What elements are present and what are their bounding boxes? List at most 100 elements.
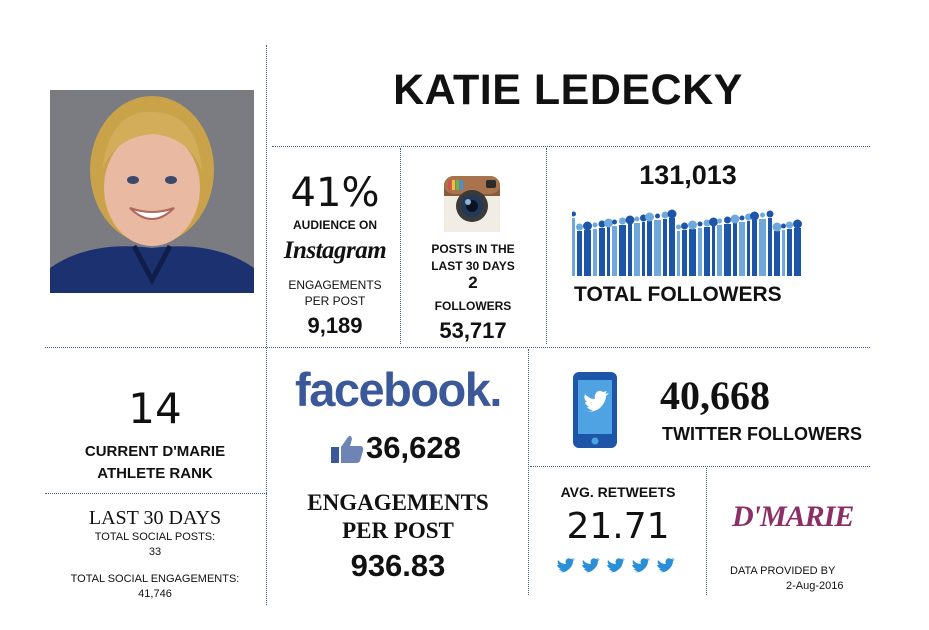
data-date: 2-Aug-2016 — [786, 580, 844, 592]
crowd-head — [571, 211, 576, 217]
rank-value: 14 — [128, 384, 182, 433]
thumbs-up-icon — [330, 434, 364, 464]
retweets-label: AVG. RETWEETS — [560, 484, 676, 500]
instagram-followers-value: 53,717 — [439, 318, 507, 343]
divider-vertical-footer — [706, 468, 707, 595]
crowd-bar — [663, 219, 667, 276]
divider-vertical-instagram — [400, 148, 401, 344]
dmarie-logo: D'MARIE — [732, 500, 854, 533]
facebook-engagements-value: 936.83 — [350, 548, 446, 583]
crowd-head — [688, 220, 697, 230]
facebook-wordmark: facebook. — [295, 363, 502, 416]
crowd-head — [667, 209, 677, 219]
crowd-bar — [677, 231, 680, 276]
instagram-wordmark: Instagram — [283, 237, 387, 264]
crowd-bar — [768, 218, 772, 276]
crowd-bar — [689, 229, 696, 276]
instagram-engagements-value: 9,189 — [307, 313, 363, 338]
twitter-bird-icon-2 — [582, 558, 600, 573]
crowd-bar — [712, 226, 715, 276]
crowd-head — [604, 218, 613, 228]
rank-label-2: ATHLETE RANK — [97, 465, 213, 482]
crowd-head — [619, 217, 626, 225]
twitter-bird-icon-5 — [657, 558, 675, 573]
crowd-bar — [612, 226, 617, 276]
crowd-bar — [787, 229, 792, 276]
crowd-head — [661, 211, 669, 219]
crowd-head — [766, 210, 774, 218]
instagram-engagements-label-1: ENGAGEMENTS — [288, 278, 382, 292]
crowd-head — [612, 219, 617, 225]
instagram-audience-percent: 41% — [290, 170, 380, 216]
crowd-bar — [739, 222, 745, 276]
crowd-bar — [599, 228, 605, 276]
crowd-head — [655, 213, 660, 219]
twitter-bird-icon-1 — [557, 558, 575, 573]
crowd-bar — [669, 218, 675, 276]
crowd-bar — [628, 224, 632, 276]
total-followers-label: TOTAL FOLLOWERS — [574, 283, 782, 306]
crowd-head — [772, 222, 782, 232]
twitter-followers-label: TWITTER FOLLOWERS — [662, 424, 862, 444]
instagram-audience-label: AUDIENCE ON — [292, 218, 377, 232]
crowd-head — [676, 224, 681, 230]
crowd-head — [739, 215, 745, 221]
instagram-posts-label-1: POSTS IN THE — [431, 242, 515, 256]
facebook-engagements-label-1: ENGAGEMENTS — [307, 490, 489, 515]
crowd-head — [760, 212, 765, 218]
crowd-bar — [752, 220, 757, 276]
crowd-head — [592, 222, 598, 228]
crowd-bar — [607, 227, 610, 276]
twitter-followers-value: 40,668 — [660, 373, 770, 418]
twitter-bird-icons — [556, 556, 682, 576]
crowd-head — [750, 211, 759, 221]
instagram-posts-value: 2 — [468, 273, 478, 292]
crowd-bar — [619, 225, 626, 276]
facebook-engagements-label-2: PER POST — [342, 518, 454, 543]
crowd-bar — [593, 229, 597, 276]
divider-middle-row — [45, 347, 870, 348]
crowd-head — [703, 219, 711, 227]
divider-vertical-posts — [546, 148, 547, 344]
crowd-head — [576, 223, 583, 231]
crowd-bar — [717, 225, 722, 276]
divider-top-row — [272, 146, 870, 147]
rank-label-1: CURRENT D'MARIE — [84, 443, 226, 460]
athlete-name: KATIE LEDECKY — [393, 66, 743, 114]
athlete-photo — [50, 90, 254, 293]
crowd-head — [634, 216, 640, 222]
crowd-head — [709, 217, 718, 227]
crowd-bar — [682, 230, 687, 276]
total-followers-value: 131,013 — [639, 160, 737, 190]
crowd-head — [730, 214, 740, 224]
twitter-phone-icon — [570, 370, 620, 450]
crowd-head — [681, 222, 688, 230]
crowd-head — [781, 223, 786, 229]
crowd-head — [625, 215, 635, 225]
last30-posts-label: TOTAL SOCIAL POSTS: — [94, 531, 216, 543]
crowd-bar — [584, 230, 591, 276]
crowd-bar — [642, 222, 645, 276]
instagram-engagements-label-2: PER POST — [304, 294, 366, 308]
data-provided-label: DATA PROVIDED BY — [730, 565, 836, 577]
crowd-bar — [774, 231, 780, 276]
crowd-bar — [577, 231, 582, 276]
crowd-head — [697, 221, 703, 227]
crowd-bar — [654, 220, 661, 276]
crowd-head — [724, 216, 731, 224]
divider-vertical-facebook — [528, 349, 529, 595]
crowd-bar — [782, 230, 785, 276]
retweets-value: 21.71 — [566, 506, 670, 547]
crowd-head — [583, 221, 592, 231]
crowd-bar — [698, 228, 702, 276]
last30-heading: LAST 30 DAYS — [88, 507, 222, 529]
facebook-likes-value: 36,628 — [366, 430, 461, 465]
divider-vertical-main — [266, 45, 267, 605]
crowd-bar — [704, 227, 710, 276]
crowd-bar — [733, 223, 737, 276]
crowd-head — [786, 221, 793, 229]
crowd-bar — [634, 223, 640, 276]
crowd-bar — [759, 219, 766, 276]
last30-engagements-label: TOTAL SOCIAL ENGAGEMENTS: — [70, 573, 240, 585]
twitter-bird-icon-4 — [632, 558, 650, 573]
